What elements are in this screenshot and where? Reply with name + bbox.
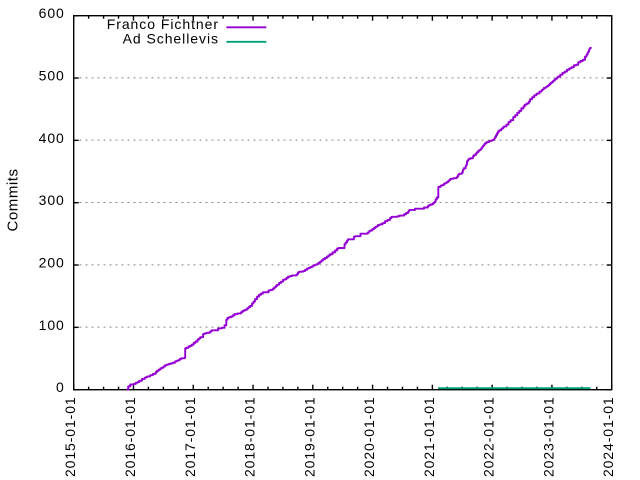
svg-text:Ad Schellevis: Ad Schellevis xyxy=(123,31,219,47)
svg-text:200: 200 xyxy=(39,255,65,271)
svg-text:2015-01-01: 2015-01-01 xyxy=(62,396,78,477)
svg-text:Franco Fichtner: Franco Fichtner xyxy=(107,16,219,32)
svg-text:400: 400 xyxy=(39,130,65,146)
svg-text:300: 300 xyxy=(39,192,65,208)
svg-text:0: 0 xyxy=(56,379,65,395)
svg-text:2016-01-01: 2016-01-01 xyxy=(122,396,138,477)
svg-text:2020-01-01: 2020-01-01 xyxy=(361,396,377,477)
svg-text:2021-01-01: 2021-01-01 xyxy=(421,396,437,477)
svg-text:2022-01-01: 2022-01-01 xyxy=(481,396,497,477)
svg-text:500: 500 xyxy=(39,68,65,84)
svg-text:2019-01-01: 2019-01-01 xyxy=(301,396,317,477)
svg-text:2023-01-01: 2023-01-01 xyxy=(540,396,556,477)
svg-text:100: 100 xyxy=(39,317,65,333)
svg-text:600: 600 xyxy=(39,5,65,21)
svg-text:2024-01-01: 2024-01-01 xyxy=(600,396,616,477)
svg-text:2018-01-01: 2018-01-01 xyxy=(242,396,258,477)
svg-text:Commits: Commits xyxy=(5,168,22,231)
svg-text:2017-01-01: 2017-01-01 xyxy=(182,396,198,477)
